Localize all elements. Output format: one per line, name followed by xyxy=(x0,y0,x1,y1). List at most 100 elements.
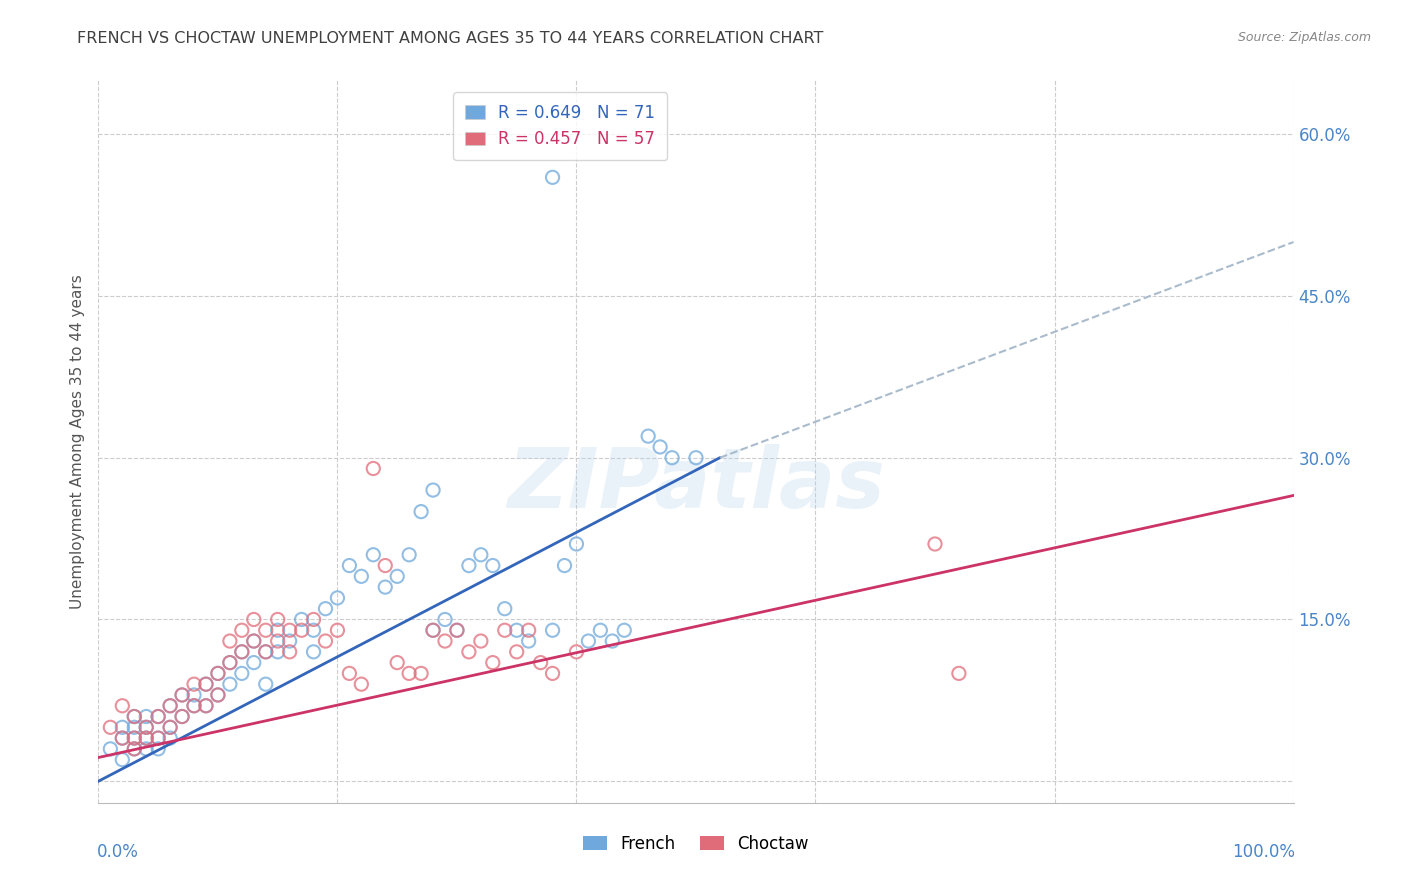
Point xyxy=(494,624,516,638)
Point xyxy=(385,656,409,670)
Point xyxy=(302,612,325,626)
Text: Source: ZipAtlas.com: Source: ZipAtlas.com xyxy=(1237,31,1371,45)
Point xyxy=(195,698,218,713)
Point xyxy=(195,677,218,691)
Point xyxy=(267,645,290,659)
Point xyxy=(434,612,457,626)
Point xyxy=(159,720,181,734)
Point xyxy=(326,591,349,605)
Point xyxy=(172,709,194,723)
Point xyxy=(363,548,385,562)
Point xyxy=(183,698,205,713)
Point xyxy=(422,483,444,497)
Text: ZIPatlas: ZIPatlas xyxy=(508,444,884,525)
Point xyxy=(278,645,301,659)
Point xyxy=(135,709,157,723)
Point xyxy=(374,580,396,594)
Point xyxy=(254,645,277,659)
Point xyxy=(135,731,157,745)
Point xyxy=(172,688,194,702)
Point xyxy=(207,666,229,681)
Point xyxy=(326,624,349,638)
Point xyxy=(111,698,134,713)
Point xyxy=(541,624,564,638)
Point xyxy=(470,634,492,648)
Point xyxy=(98,742,122,756)
Point xyxy=(446,624,468,638)
Point xyxy=(231,645,253,659)
Point xyxy=(135,731,157,745)
Point xyxy=(385,569,409,583)
Point xyxy=(254,677,277,691)
Point xyxy=(565,645,588,659)
Point xyxy=(159,731,181,745)
Point xyxy=(207,688,229,702)
Point xyxy=(339,666,361,681)
Point xyxy=(207,666,229,681)
Point xyxy=(506,645,529,659)
Point xyxy=(111,753,134,767)
Point xyxy=(124,742,146,756)
Point xyxy=(159,698,181,713)
Point xyxy=(159,720,181,734)
Point xyxy=(315,601,337,615)
Point xyxy=(183,688,205,702)
Point xyxy=(148,709,170,723)
Point xyxy=(172,709,194,723)
Point xyxy=(613,624,636,638)
Point xyxy=(219,677,242,691)
Point xyxy=(148,731,170,745)
Point xyxy=(291,624,314,638)
Point xyxy=(183,677,205,691)
Point xyxy=(398,666,420,681)
Point xyxy=(685,450,707,465)
Point xyxy=(602,634,624,648)
Point xyxy=(135,742,157,756)
Point xyxy=(111,731,134,745)
Point xyxy=(661,450,683,465)
Point xyxy=(267,634,290,648)
Point xyxy=(578,634,600,648)
Point xyxy=(924,537,946,551)
Point xyxy=(148,742,170,756)
Point xyxy=(291,612,314,626)
Point xyxy=(422,624,444,638)
Point xyxy=(124,731,146,745)
Point xyxy=(124,709,146,723)
Point xyxy=(111,731,134,745)
Point xyxy=(124,742,146,756)
Point xyxy=(195,677,218,691)
Point xyxy=(231,666,253,681)
Point xyxy=(481,558,505,573)
Point xyxy=(434,634,457,648)
Point xyxy=(243,634,266,648)
Point xyxy=(231,624,253,638)
Point xyxy=(411,666,433,681)
Point xyxy=(124,720,146,734)
Point xyxy=(648,440,672,454)
Point xyxy=(148,709,170,723)
Point xyxy=(278,634,301,648)
Point xyxy=(458,645,481,659)
Point xyxy=(254,624,277,638)
Point xyxy=(517,624,540,638)
Point xyxy=(254,645,277,659)
Point xyxy=(517,634,540,648)
Text: 0.0%: 0.0% xyxy=(97,843,139,861)
Point xyxy=(243,612,266,626)
Text: 100.0%: 100.0% xyxy=(1232,843,1295,861)
Point xyxy=(195,698,218,713)
Point xyxy=(267,624,290,638)
Point xyxy=(172,688,194,702)
Point xyxy=(243,656,266,670)
Point xyxy=(541,666,564,681)
Point xyxy=(302,645,325,659)
Point xyxy=(339,558,361,573)
Point xyxy=(374,558,396,573)
Point xyxy=(470,548,492,562)
Legend: R = 0.649   N = 71, R = 0.457   N = 57: R = 0.649 N = 71, R = 0.457 N = 57 xyxy=(453,92,666,160)
Point xyxy=(219,634,242,648)
Point xyxy=(350,569,373,583)
Point xyxy=(207,688,229,702)
Point xyxy=(315,634,337,648)
